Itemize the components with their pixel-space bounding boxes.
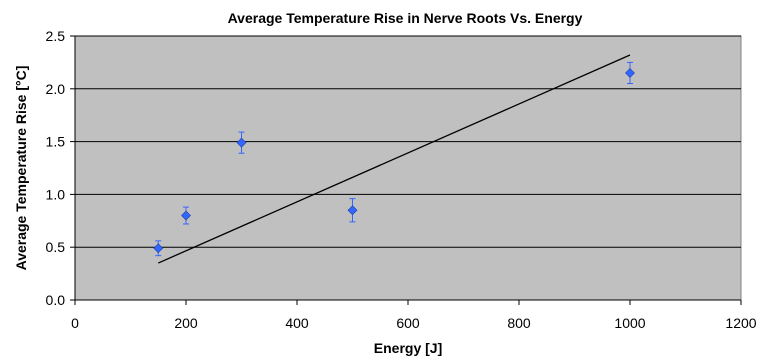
gridlines xyxy=(70,35,742,305)
x-axis-label: Energy [J] xyxy=(374,340,442,356)
chart-title: Average Temperature Rise in Nerve Roots … xyxy=(228,10,583,26)
y-tick-labels: 0.0 0.5 1.0 1.5 2.0 2.5 xyxy=(46,28,66,308)
y-tick-label: 1.0 xyxy=(46,186,66,202)
data-point xyxy=(236,137,247,148)
x-tick-label: 0 xyxy=(71,315,79,331)
x-tick-label: 1200 xyxy=(725,315,756,331)
data-point xyxy=(181,210,191,221)
y-tick-label: 2.0 xyxy=(46,81,66,97)
plot-area xyxy=(74,35,742,301)
data-points xyxy=(153,61,635,257)
data-point xyxy=(153,243,164,254)
y-tick-label: 1.5 xyxy=(46,134,66,150)
y-tick-label: 0.5 xyxy=(46,239,66,255)
x-tick-label: 400 xyxy=(285,315,309,331)
x-tick-label: 600 xyxy=(396,315,420,331)
data-point xyxy=(347,205,358,216)
trendline xyxy=(157,54,631,264)
y-tick-label: 0.0 xyxy=(46,292,66,308)
y-axis-label: Average Temperature Rise [°C] xyxy=(13,66,29,271)
y-tick-label: 2.5 xyxy=(46,28,66,44)
x-tick-label: 800 xyxy=(507,315,531,331)
x-tick-label: 200 xyxy=(174,315,198,331)
trendline-group xyxy=(157,54,631,264)
data-point xyxy=(625,68,635,78)
x-tick-label: 1000 xyxy=(614,315,645,331)
axes xyxy=(74,36,741,301)
x-tick-labels: 0 200 400 600 800 1000 1200 xyxy=(71,315,757,331)
